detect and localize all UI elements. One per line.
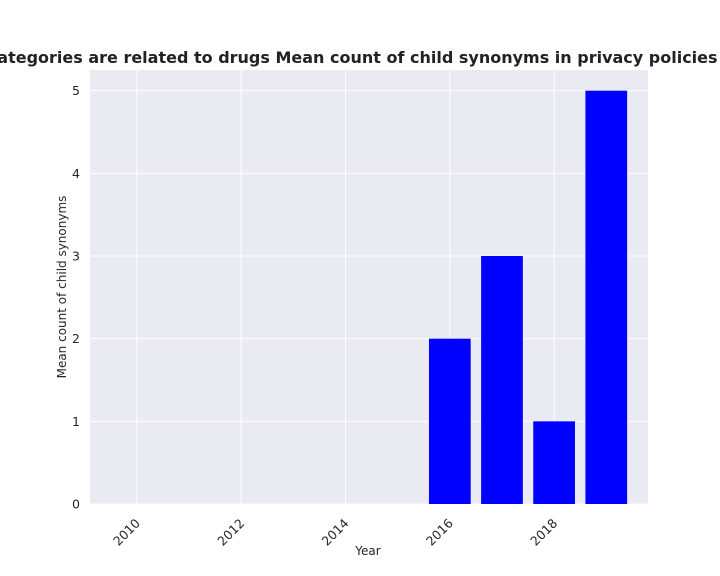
x-tick-label: 2016 (423, 515, 456, 548)
x-tick-label: 2012 (214, 516, 247, 549)
y-axis-ticks: 0 1 2 3 4 5 (72, 83, 80, 511)
bar-2017 (481, 256, 523, 504)
y-axis-label: Mean count of child synonyms (55, 196, 69, 379)
y-tick-label: 1 (72, 414, 80, 429)
y-tick-label: 3 (72, 249, 80, 264)
y-tick-label: 4 (72, 166, 80, 181)
x-tick-label: 2018 (527, 515, 560, 548)
bar-2019 (585, 90, 628, 505)
bar-2018 (533, 421, 575, 504)
bars (428, 90, 628, 505)
x-axis-ticks: 2010 2012 2014 2016 2018 (110, 515, 560, 548)
y-tick-label: 2 (72, 331, 80, 346)
x-tick-label: 2010 (110, 515, 143, 548)
chart-title: when categories are related to drugs Mea… (0, 48, 720, 67)
x-axis-label: Year (354, 544, 380, 558)
y-tick-label: 0 (72, 497, 80, 512)
bar-2016 (428, 338, 471, 504)
x-tick-label: 2014 (319, 515, 352, 548)
y-tick-label: 5 (72, 83, 80, 98)
